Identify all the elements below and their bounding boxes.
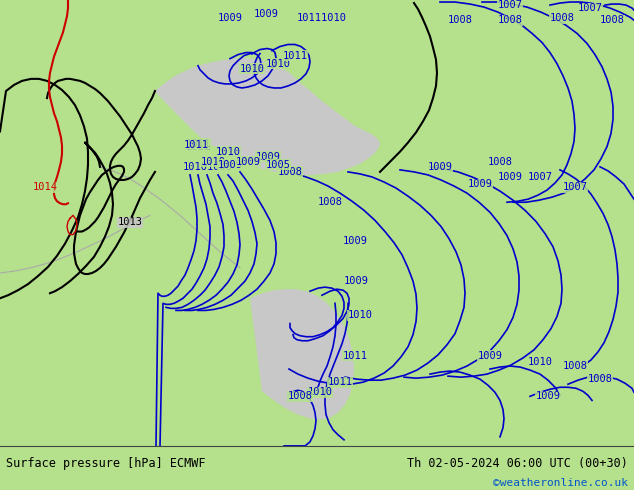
Text: 10101009: 10101009 <box>183 162 233 172</box>
Text: Th 02-05-2024 06:00 UTC (00+30): Th 02-05-2024 06:00 UTC (00+30) <box>407 457 628 469</box>
Text: Surface pressure [hPa] ECMWF: Surface pressure [hPa] ECMWF <box>6 457 206 469</box>
Text: 10111010: 10111010 <box>297 13 347 23</box>
Text: 1007: 1007 <box>562 182 588 192</box>
Text: 1011: 1011 <box>328 377 353 387</box>
Text: 1007: 1007 <box>578 3 602 13</box>
Text: 1010: 1010 <box>266 59 290 69</box>
Text: 1010: 1010 <box>527 357 552 367</box>
Text: 1008: 1008 <box>287 392 313 401</box>
Text: 1008: 1008 <box>488 157 512 167</box>
Text: 1008: 1008 <box>498 15 522 25</box>
Text: 1014: 1014 <box>32 182 58 192</box>
Text: 1007: 1007 <box>527 172 552 182</box>
Text: 1008: 1008 <box>550 13 574 23</box>
Text: 1011: 1011 <box>186 142 210 151</box>
Text: 1009: 1009 <box>498 172 522 182</box>
Text: 1011: 1011 <box>283 50 307 61</box>
Text: 1008: 1008 <box>448 15 472 25</box>
Text: 1009: 1009 <box>235 157 261 167</box>
Text: 1007: 1007 <box>498 0 522 10</box>
Text: 1009: 1009 <box>536 392 560 401</box>
Text: 1008: 1008 <box>318 197 342 207</box>
Text: 1008: 1008 <box>278 167 302 177</box>
Text: 1010: 1010 <box>216 147 240 157</box>
Text: 1009: 1009 <box>217 13 242 23</box>
Text: 1008: 1008 <box>562 361 588 371</box>
Text: 1005: 1005 <box>266 160 290 170</box>
Text: 1011: 1011 <box>183 140 209 149</box>
Text: 1010: 1010 <box>240 64 264 74</box>
Text: 1010: 1010 <box>347 311 373 320</box>
Text: 1011: 1011 <box>186 139 210 148</box>
Text: 1013: 1013 <box>117 218 143 227</box>
Text: 1009: 1009 <box>427 162 453 172</box>
Text: 1009: 1009 <box>256 152 280 162</box>
Text: ©weatheronline.co.uk: ©weatheronline.co.uk <box>493 478 628 488</box>
Text: 1010: 1010 <box>200 157 226 167</box>
Text: 1008: 1008 <box>600 15 624 25</box>
Text: 1009: 1009 <box>477 351 503 361</box>
Text: 1011: 1011 <box>342 351 368 361</box>
Text: 1009: 1009 <box>254 9 278 19</box>
Text: 1009: 1009 <box>342 236 368 245</box>
Text: 1010: 1010 <box>307 387 332 397</box>
Text: 1008: 1008 <box>588 374 612 384</box>
Text: 1009: 1009 <box>467 179 493 189</box>
Text: 1009: 1009 <box>344 276 368 286</box>
Text: 1009: 1009 <box>217 160 242 170</box>
